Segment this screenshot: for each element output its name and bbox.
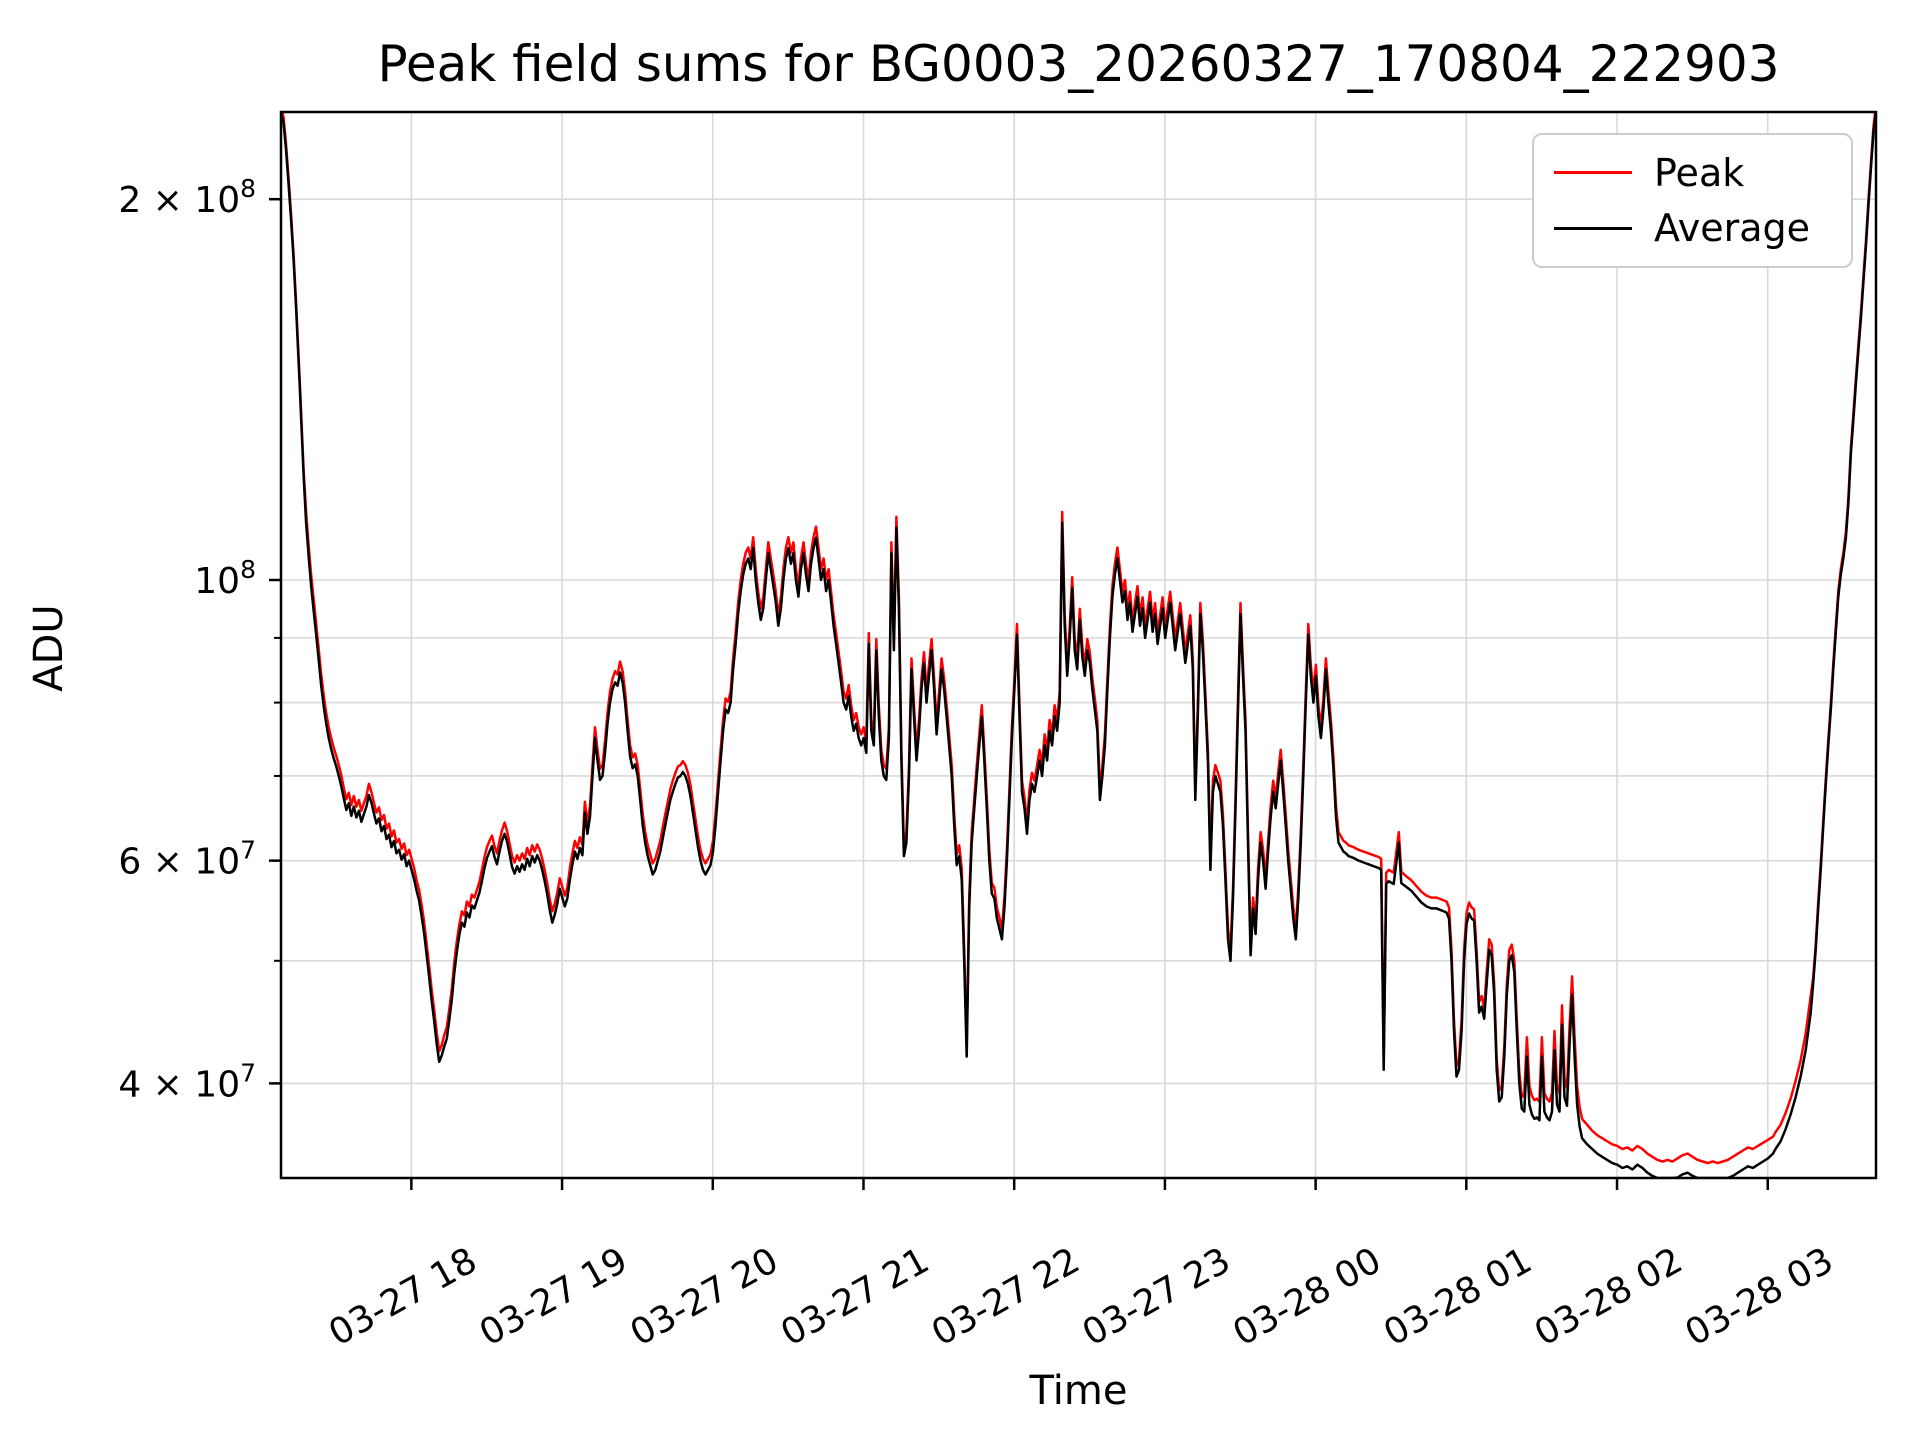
x-tick-label: 03-28 03 — [1679, 1240, 1840, 1354]
x-tick-label: 03-27 21 — [774, 1240, 935, 1354]
x-tick-label: 03-27 18 — [322, 1240, 483, 1354]
y-tick-label: 6 × 107 — [118, 836, 256, 883]
plot-frame — [279, 110, 1878, 1180]
x-tick-label: 03-27 23 — [1076, 1240, 1237, 1354]
average-line-sample — [1554, 226, 1632, 230]
average-series-line — [281, 112, 1876, 1178]
y-tick-label: 2 × 108 — [118, 174, 256, 221]
y-tick-label: 4 × 107 — [118, 1058, 256, 1105]
peak-line-sample — [1554, 171, 1632, 175]
legend-label-average: Average — [1654, 206, 1811, 251]
x-axis-label: Time — [1029, 1368, 1128, 1414]
y-axis-label: ADU — [26, 604, 72, 692]
legend-entry-average: Average — [1554, 206, 1831, 250]
x-tick-label: 03-27 20 — [624, 1240, 785, 1354]
x-tick-label: 03-27 22 — [925, 1240, 1086, 1354]
legend: Peak Average — [1532, 133, 1853, 268]
x-tick-label: 03-28 02 — [1528, 1240, 1689, 1354]
x-tick-label: 03-28 01 — [1377, 1240, 1538, 1354]
legend-entry-peak: Peak — [1554, 151, 1831, 195]
x-tick-label: 03-28 00 — [1227, 1240, 1388, 1354]
y-tick-label: 108 — [194, 555, 256, 602]
legend-label-peak: Peak — [1654, 150, 1745, 195]
x-tick-label: 03-27 19 — [473, 1240, 634, 1354]
chart-title: Peak field sums for BG0003_20260327_1708… — [377, 35, 1780, 93]
